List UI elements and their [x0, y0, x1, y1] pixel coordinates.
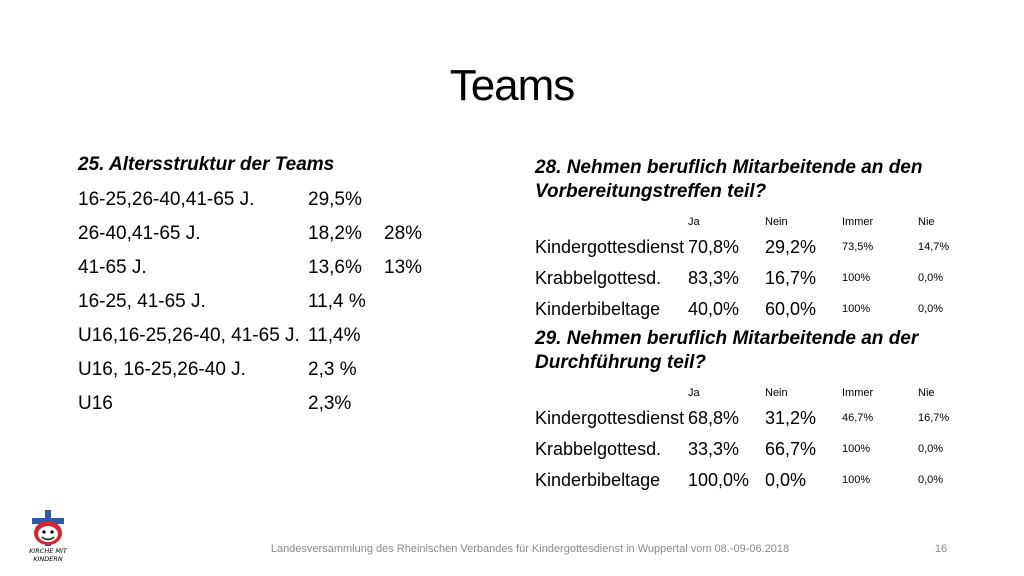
table-row: Kinderbibeltage 100,0% 0,0% 100% 0,0% [535, 465, 975, 496]
age-row: 16-25, 41-65 J. 11,4 % [78, 285, 498, 319]
table-header-row: Ja Nein Immer Nie [535, 383, 975, 403]
table-row: Krabbelgottesd. 83,3% 16,7% 100% 0,0% [535, 263, 975, 294]
footer-text: Landesversammlung des Rheinischen Verban… [270, 543, 790, 555]
cell-ja: 33,3% [688, 439, 740, 459]
age-row: U16,16-25,26-40, 41-65 J. 11,4% [78, 319, 498, 353]
column-header-immer: Immer [842, 216, 874, 228]
cell-nein: 0,0% [765, 470, 807, 490]
kirche-mit-kindern-logo-icon: KIRCHE MIT KINDERN [26, 508, 70, 566]
age-row: 26-40,41-65 J. 18,2% 28% [78, 217, 498, 251]
age-row-value: 18,2% [308, 223, 362, 244]
cell-ja: 83,3% [688, 268, 740, 288]
column-header-nein: Nein [765, 387, 788, 399]
row-label: Kindergottesdienst [535, 237, 685, 257]
questions-section: 28. Nehmen beruflich Mitarbeitende an de… [535, 156, 975, 496]
cell-nie: 0,0% [918, 303, 944, 315]
question-29-table: Ja Nein Immer Nie Kindergottesdienst 68,… [535, 383, 975, 496]
cell-immer: 100% [842, 272, 871, 284]
cell-immer: 100% [842, 303, 871, 315]
age-row-label: 16-25, 41-65 J. [78, 291, 206, 312]
age-row-value: 29,5% [308, 189, 362, 210]
age-row: U16, 16-25,26-40 J. 2,3 % [78, 353, 498, 387]
cell-ja: 68,8% [688, 408, 740, 428]
cell-ja: 40,0% [688, 299, 740, 319]
age-row-label: 26-40,41-65 J. [78, 223, 201, 244]
age-row-label: 16-25,26-40,41-65 J. [78, 189, 255, 210]
cell-nie: 0,0% [918, 474, 944, 486]
logo-text-line-1: KIRCHE MIT [29, 547, 68, 555]
column-header-ja: Ja [688, 387, 700, 399]
question-29-heading: 29. Nehmen beruflich Mitarbeitende an de… [535, 328, 919, 373]
age-row-label: U16 [78, 393, 113, 414]
cell-nie: 0,0% [918, 443, 944, 455]
cell-nie: 14,7% [918, 241, 950, 253]
table-row: Krabbelgottesd. 33,3% 66,7% 100% 0,0% [535, 434, 975, 465]
slide-title: Teams [449, 61, 576, 110]
question-28-heading: 28. Nehmen beruflich Mitarbeitende an de… [535, 157, 923, 202]
age-row: 16-25,26-40,41-65 J. 29,5% [78, 183, 498, 217]
row-label: Kinderbibeltage [535, 299, 661, 319]
table-row: Kinderbibeltage 40,0% 60,0% 100% 0,0% [535, 294, 975, 325]
cell-ja: 70,8% [688, 237, 740, 257]
page-number: 16 [934, 543, 948, 555]
cell-ja: 100,0% [688, 470, 750, 490]
cell-nie: 0,0% [918, 272, 944, 284]
cell-immer: 100% [842, 443, 871, 455]
age-row-value: 2,3% [308, 393, 352, 414]
age-row-value-2: 13% [384, 257, 423, 278]
cell-nein: 29,2% [765, 237, 817, 257]
cell-immer: 73,5% [842, 241, 874, 253]
question-28-table: Ja Nein Immer Nie Kindergottesdienst 70,… [535, 212, 975, 325]
age-row-label: U16, 16-25,26-40 J. [78, 359, 246, 380]
age-row-value-2: 28% [384, 223, 423, 244]
table-row: Kindergottesdienst 70,8% 29,2% 73,5% 14,… [535, 232, 975, 263]
row-label: Kinderbibeltage [535, 470, 661, 490]
cell-nein: 60,0% [765, 299, 817, 319]
table-row: Kindergottesdienst 68,8% 31,2% 46,7% 16,… [535, 403, 975, 434]
column-header-ja: Ja [688, 216, 700, 228]
column-header-nie: Nie [918, 387, 935, 399]
cell-immer: 100% [842, 474, 871, 486]
row-label: Krabbelgottesd. [535, 439, 662, 459]
cell-immer: 46,7% [842, 412, 874, 424]
age-row-value: 13,6% [308, 257, 362, 278]
cell-nein: 66,7% [765, 439, 817, 459]
age-row-label: 41-65 J. [78, 257, 147, 278]
cell-nein: 31,2% [765, 408, 817, 428]
age-structure-section: 25. Altersstruktur der Teams 16-25,26-40… [78, 153, 498, 421]
cell-nein: 16,7% [765, 268, 817, 288]
age-row-value: 11,4 % [308, 291, 366, 312]
row-label: Krabbelgottesd. [535, 268, 662, 288]
age-row-value: 2,3 % [308, 359, 357, 380]
age-row: U16 2,3% [78, 387, 498, 421]
age-row-value: 11,4% [308, 325, 361, 346]
column-header-nein: Nein [765, 216, 788, 228]
logo-text-line-2: KINDERN [33, 555, 63, 563]
column-header-immer: Immer [842, 387, 874, 399]
table-header-row: Ja Nein Immer Nie [535, 212, 975, 232]
age-structure-heading: 25. Altersstruktur der Teams [78, 154, 335, 175]
cell-nie: 16,7% [918, 412, 950, 424]
age-row: 41-65 J. 13,6% 13% [78, 251, 498, 285]
row-label: Kindergottesdienst [535, 408, 685, 428]
age-row-label: U16,16-25,26-40, 41-65 J. [78, 325, 300, 346]
column-header-nie: Nie [918, 216, 935, 228]
